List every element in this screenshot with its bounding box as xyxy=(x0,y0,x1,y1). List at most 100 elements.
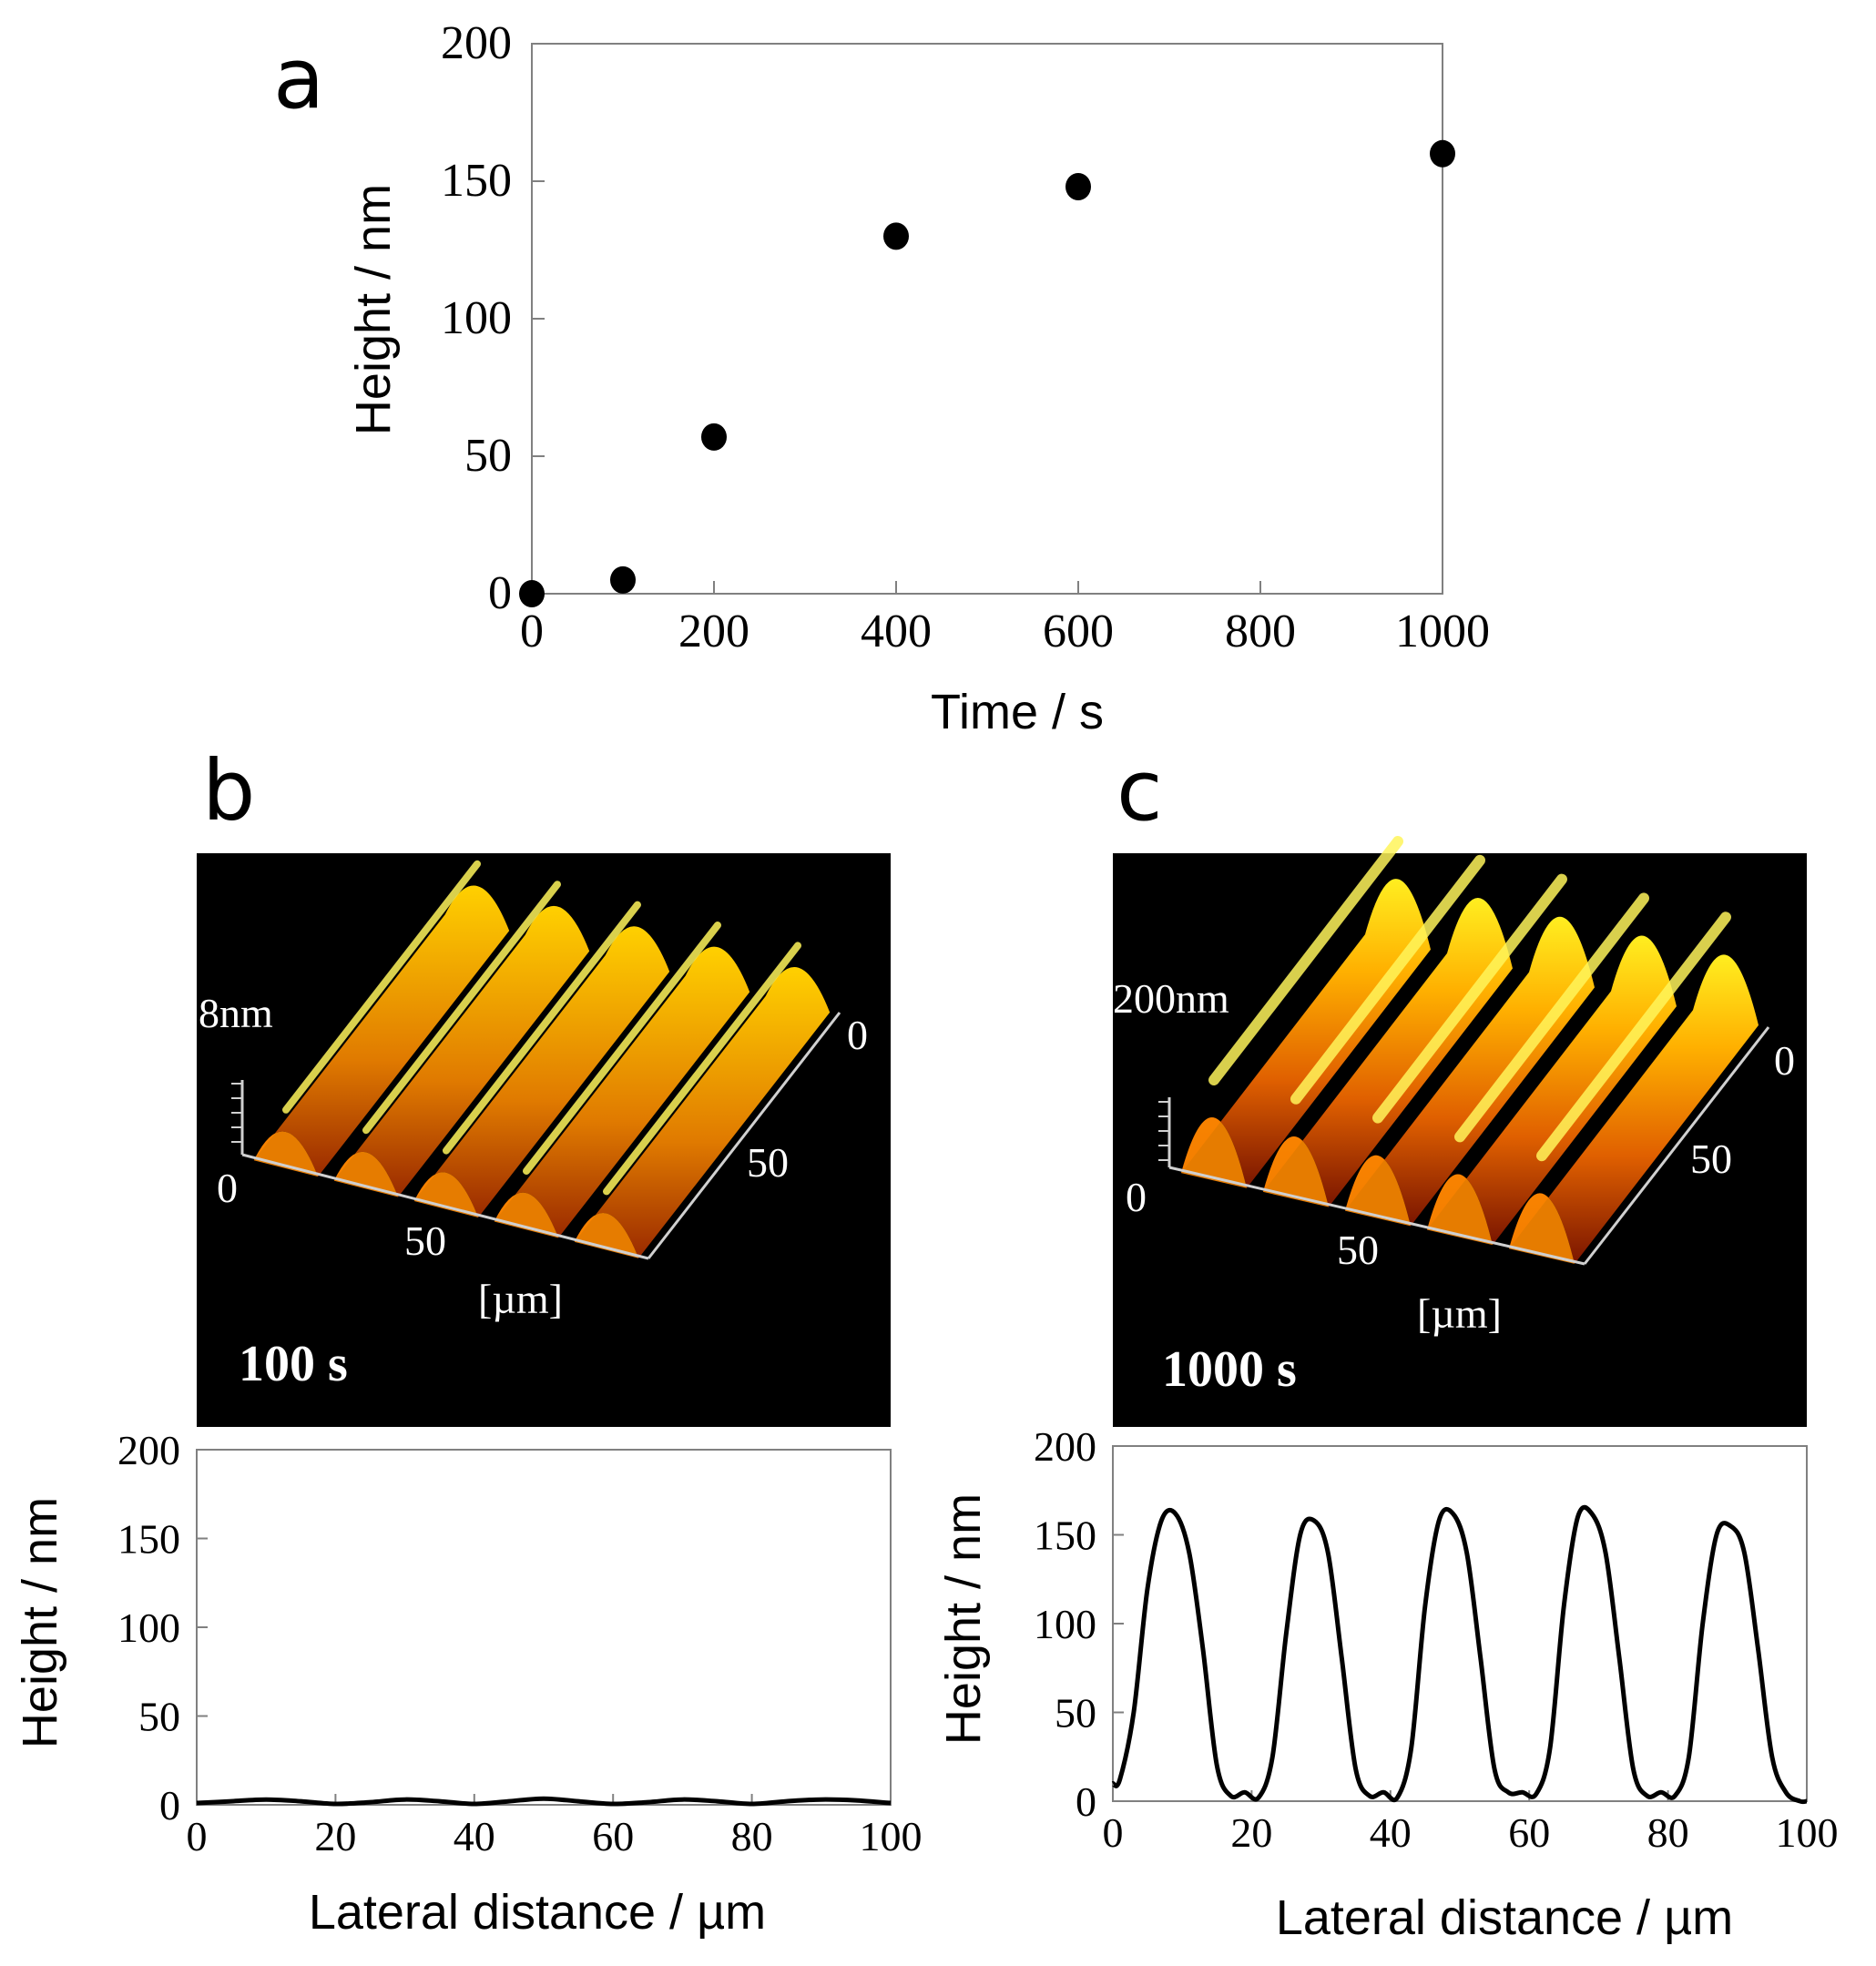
plot-frame-a xyxy=(531,43,1443,595)
afm-ridge xyxy=(253,885,510,1177)
afm-ridge-front xyxy=(1345,1155,1411,1227)
afm-ridge-crest xyxy=(443,901,641,1155)
x-axis-title-c: Lateral distance / µm xyxy=(1276,1890,1733,1945)
afm-surface-c xyxy=(1181,836,1759,1264)
afm-x-axis-c xyxy=(1168,1166,1585,1266)
ticks-b xyxy=(196,1449,892,1806)
x-tick-label-a: 0 xyxy=(520,606,544,657)
x-axis-title-a: Time / s xyxy=(931,685,1104,739)
ticks-a xyxy=(531,43,1443,595)
data-point xyxy=(701,423,727,451)
x-axis-title-b: Lateral distance / µm xyxy=(309,1885,766,1940)
afm-axis-zero-right-c: 0 xyxy=(1774,1037,1795,1084)
y-tick-label-a: 100 xyxy=(441,292,512,344)
y-tick-label-b: 0 xyxy=(159,1782,180,1828)
afm-ridge xyxy=(494,946,750,1238)
data-point xyxy=(610,565,636,594)
data-points-a xyxy=(519,139,1455,607)
afm-y-axis-b xyxy=(647,1012,841,1259)
x-tick-label-b: 60 xyxy=(592,1813,634,1859)
afm-axis-50-x-c: 50 xyxy=(1337,1227,1379,1273)
y-tick-label-c: 50 xyxy=(1055,1690,1096,1737)
afm-ridge-front xyxy=(574,1213,639,1258)
afm-z-ticks-c xyxy=(1158,1101,1169,1161)
x-tick-label-c: 80 xyxy=(1647,1809,1689,1856)
afm-ridge-crest xyxy=(282,860,481,1114)
afm-ridge-front xyxy=(413,1172,479,1217)
y-axis-title-a: Height / nm xyxy=(346,184,401,435)
afm-ridge-crest xyxy=(523,922,721,1175)
afm-surface-b xyxy=(253,860,831,1258)
x-tick-label-b: 80 xyxy=(731,1813,773,1859)
afm-ridge-crest xyxy=(1454,892,1649,1143)
afm-height-scale-b: 8nm xyxy=(199,990,273,1036)
y-tick-label-c: 100 xyxy=(1034,1601,1096,1647)
afm-ridge-front xyxy=(1509,1193,1575,1264)
data-point xyxy=(519,580,545,607)
afm-axis-zero-left-c: 0 xyxy=(1126,1174,1147,1220)
afm-ridge xyxy=(1345,916,1595,1227)
y-tick-label-b: 150 xyxy=(117,1516,180,1563)
x-tick-label-b: 0 xyxy=(187,1813,208,1859)
panel-label-b: b xyxy=(202,742,255,840)
afm-ridge xyxy=(1181,879,1431,1188)
series-line xyxy=(1110,1504,1808,1805)
x-tick-label-c: 60 xyxy=(1508,1809,1550,1856)
afm-axis-50-x-b: 50 xyxy=(404,1217,446,1264)
afm-ridge-crest xyxy=(603,942,801,1196)
afm-ridge-crest xyxy=(1290,854,1485,1105)
data-point xyxy=(1065,173,1091,201)
afm-ridge-front xyxy=(1427,1174,1493,1246)
data-line-c xyxy=(1110,1504,1808,1805)
chart-a: 0 200 400 600 800 1000 0 50 100 150 200 Time / s H… xyxy=(346,17,1490,739)
afm-ridge-front xyxy=(253,1131,319,1177)
series-line xyxy=(196,1796,892,1807)
y-tick-label-a: 200 xyxy=(441,17,512,69)
y-tick-label-a: 0 xyxy=(488,567,512,619)
y-tick-label-a: 50 xyxy=(464,430,512,482)
afm-ridge-crest xyxy=(1208,836,1403,1085)
afm-ridge xyxy=(574,967,831,1258)
afm-ridge-front xyxy=(494,1192,559,1238)
x-tick-label-c: 40 xyxy=(1370,1809,1412,1856)
y-tick-label-c: 0 xyxy=(1076,1778,1096,1825)
panel-label-c: c xyxy=(1116,742,1163,840)
x-tick-label-a: 1000 xyxy=(1395,606,1490,657)
x-tick-label-c: 0 xyxy=(1103,1809,1124,1856)
data-line-b xyxy=(196,1796,892,1807)
afm-ridge xyxy=(1263,897,1513,1207)
afm-image-1000s: 200nm 0 50 0 50 [µm] 1000 s xyxy=(1113,836,1807,1427)
afm-ridge-crest xyxy=(1536,912,1731,1162)
afm-ridge-crest xyxy=(362,881,561,1135)
y-tick-label-b: 200 xyxy=(117,1427,180,1473)
y-tick-label-a: 150 xyxy=(441,155,512,207)
x-tick-label-a: 800 xyxy=(1225,606,1296,657)
plot-frame-b xyxy=(196,1449,892,1806)
afm-image-100s: 8nm 0 50 0 50 [µm] 100 s xyxy=(197,853,891,1427)
y-axis-title-c: Height / nm xyxy=(936,1493,991,1745)
tick-labels-b: 0 20 40 60 80 100 0 50 100 150 200 xyxy=(117,1427,923,1859)
afm-ridge-front xyxy=(1181,1117,1247,1188)
afm-unit-c: [µm] xyxy=(1417,1290,1502,1337)
tick-labels-c: 0 20 40 60 80 100 0 50 100 150 200 xyxy=(1034,1423,1839,1856)
afm-axis-50-y-c: 50 xyxy=(1690,1136,1732,1182)
afm-height-scale-c: 200nm xyxy=(1113,975,1229,1022)
y-tick-label-b: 100 xyxy=(117,1604,180,1651)
afm-y-axis-c xyxy=(1583,1026,1770,1265)
data-point xyxy=(1430,139,1455,168)
afm-unit-b: [µm] xyxy=(478,1276,563,1322)
afm-ridge xyxy=(333,905,590,1197)
x-tick-label-c: 20 xyxy=(1230,1809,1272,1856)
afm-x-axis-b xyxy=(241,1153,649,1260)
afm-time-b: 100 s xyxy=(239,1336,348,1392)
y-tick-label-b: 50 xyxy=(138,1694,180,1740)
x-tick-label-a: 400 xyxy=(861,606,932,657)
x-tick-label-a: 200 xyxy=(678,606,749,657)
afm-axis-50-y-b: 50 xyxy=(747,1139,789,1186)
afm-ridge xyxy=(1427,935,1677,1246)
afm-ridge-front xyxy=(333,1151,399,1197)
chart-b: 0 20 40 60 80 100 0 50 100 150 200 Lateral distanc… xyxy=(13,1427,923,1940)
y-axis-title-b: Height / nm xyxy=(13,1497,67,1748)
tick-labels-a: 0 200 400 600 800 1000 0 50 100 150 200 xyxy=(441,17,1490,657)
